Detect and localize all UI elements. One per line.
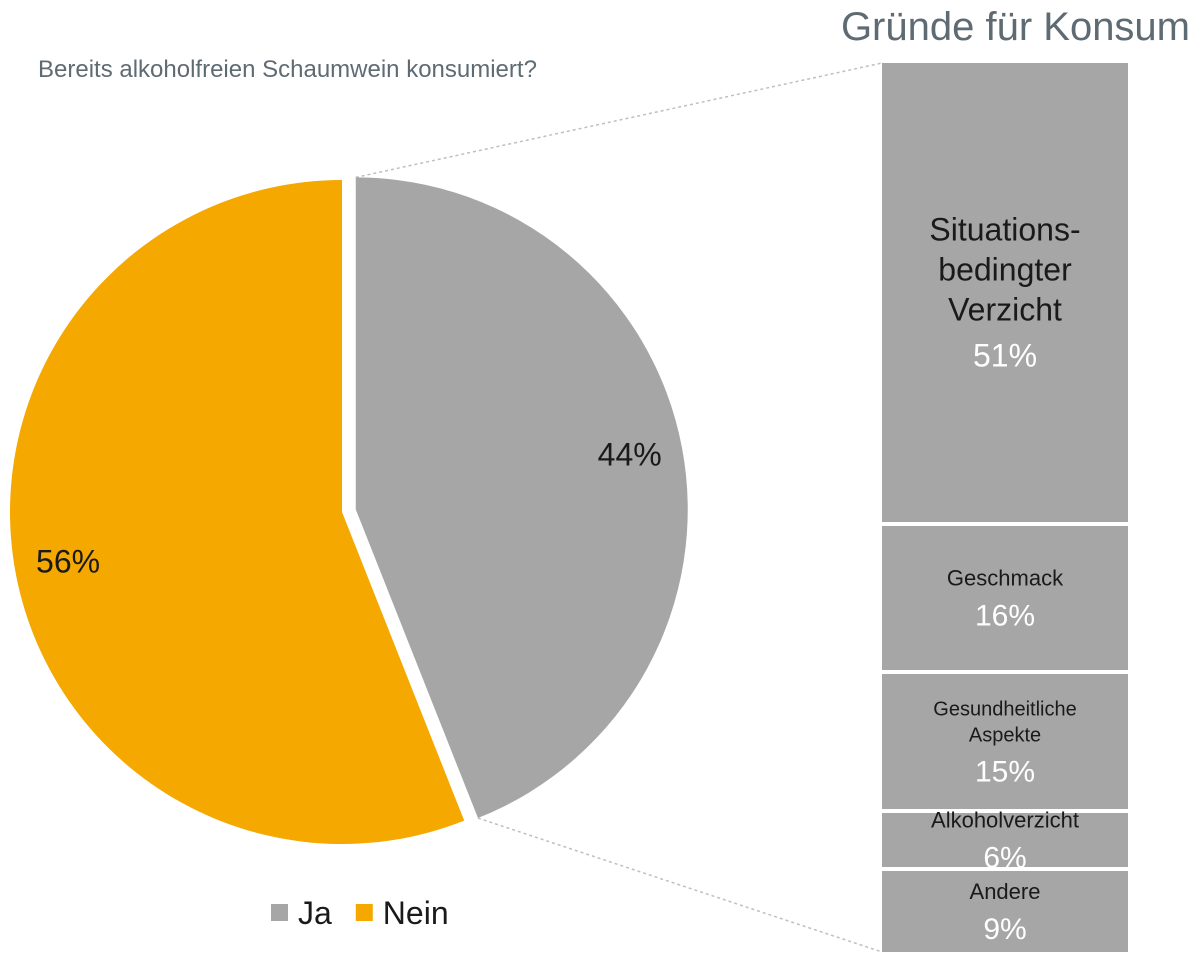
bar-segment-value-4: 6% bbox=[983, 842, 1026, 875]
pie-slice-nein bbox=[9, 180, 465, 844]
connector-lines bbox=[355, 62, 883, 953]
connector-bottom bbox=[477, 817, 883, 953]
pie-slice-ja bbox=[355, 177, 688, 819]
legend-swatch-ja bbox=[271, 904, 288, 921]
bar-chart-title: Gründe für Konsum bbox=[841, 5, 1190, 49]
bar-segment-5 bbox=[882, 871, 1128, 952]
pie-label-ja: 44% bbox=[598, 437, 662, 473]
legend-swatch-nein bbox=[355, 904, 373, 921]
bar-segment-label-2: Geschmack bbox=[947, 566, 1064, 591]
bar-segment-label-5: Andere bbox=[970, 879, 1041, 904]
pie-chart: 44% 56% bbox=[9, 177, 688, 844]
legend-label-nein: Nein bbox=[383, 895, 449, 931]
bar-segment-3 bbox=[882, 674, 1128, 809]
bar-segment-4 bbox=[882, 813, 1128, 867]
pie-label-nein: 56% bbox=[36, 544, 100, 580]
bar-segment-label-4: Alkoholverzicht bbox=[931, 808, 1079, 833]
bar-segment-label-1: Situations-bedingter Verzicht bbox=[929, 212, 1080, 328]
bar-segment-1 bbox=[882, 63, 1128, 522]
bar-segment-value-5: 9% bbox=[983, 913, 1026, 946]
legend: Ja Nein bbox=[271, 895, 449, 931]
legend-label-ja: Ja bbox=[298, 895, 332, 931]
bar-segment-value-3: 15% bbox=[975, 756, 1035, 789]
bar-segment-value-1: 51% bbox=[973, 338, 1037, 374]
stacked-bar: Situations-bedingter Verzicht 51% Geschmack… bbox=[882, 63, 1128, 952]
pie-chart-title: Bereits alkoholfreien Schaumwein konsumi… bbox=[38, 56, 537, 83]
bar-segment-value-2: 16% bbox=[975, 600, 1035, 633]
bar-segment-label-3: Gesundheitliche Aspekte bbox=[933, 699, 1076, 747]
bar-segment-2 bbox=[882, 526, 1128, 670]
